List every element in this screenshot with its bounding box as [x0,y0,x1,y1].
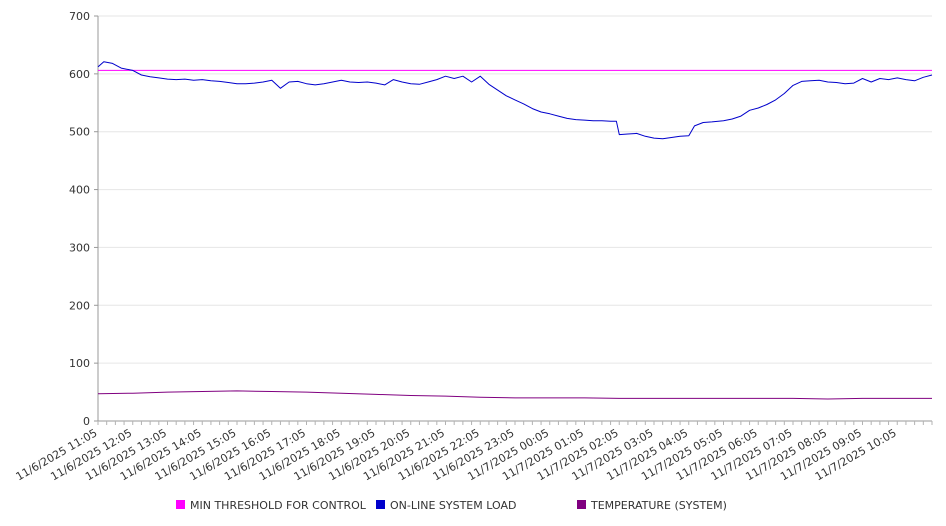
y-tick-label: 100 [69,357,90,370]
series-lines [97,61,933,400]
legend-label: MIN THRESHOLD FOR CONTROL [190,499,367,512]
series-line-temperature-system [97,390,932,400]
legend-swatch [176,500,185,509]
y-tick-label: 200 [69,299,90,312]
legend-label: TEMPERATURE (SYSTEM) [590,499,727,512]
y-tick-label: 500 [69,126,90,139]
legend-label: ON-LINE SYSTEM LOAD [390,499,516,512]
y-axis: 0 100 200 300 400 500 600 700 [69,10,99,428]
y-tick-label: 600 [69,68,90,81]
y-tick-label: 400 [69,184,90,197]
legend-swatch [577,500,586,509]
y-tick-label: 700 [69,10,90,23]
legend-swatch [376,500,385,509]
gridlines [98,15,932,364]
y-tick-label: 300 [69,241,90,254]
y-tick-label: 0 [83,415,90,428]
legend: MIN THRESHOLD FOR CONTROL ON-LINE SYSTEM … [176,499,727,512]
series-line-on-line-system-load [97,61,933,140]
